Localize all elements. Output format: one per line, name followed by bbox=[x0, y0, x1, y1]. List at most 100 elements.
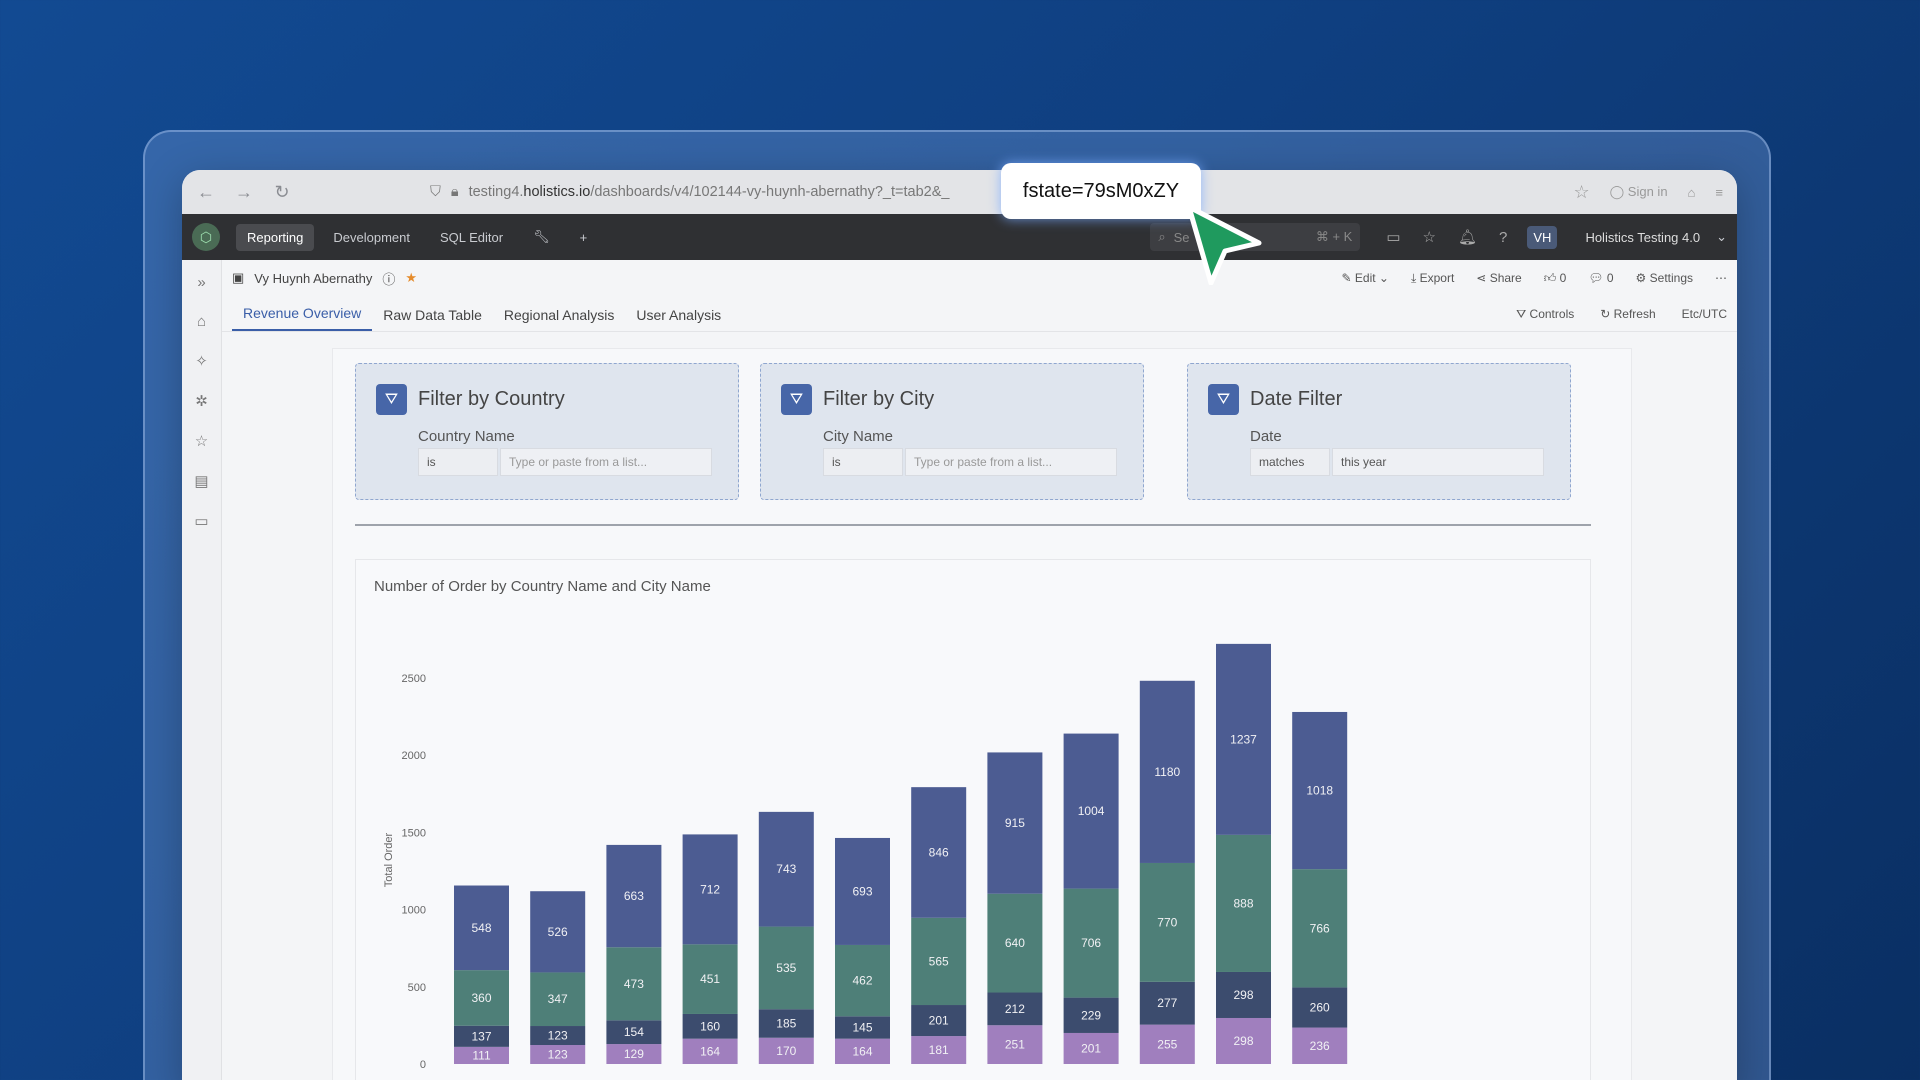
bar-segment bbox=[987, 1025, 1043, 1064]
forward-icon[interactable]: → bbox=[235, 181, 253, 202]
controls-button[interactable]: ⛛ Controls bbox=[1516, 307, 1575, 321]
data-label: 298 bbox=[1233, 988, 1253, 1002]
filter-title: Filter by City bbox=[823, 388, 935, 410]
bar-segment bbox=[530, 1045, 586, 1064]
tab-user-analysis[interactable]: User Analysis bbox=[636, 307, 722, 323]
data-label: 201 bbox=[1081, 1041, 1101, 1055]
reload-icon[interactable]: ↻ bbox=[274, 181, 290, 202]
search-placeholder: Se bbox=[1173, 229, 1190, 245]
bar-segment bbox=[454, 885, 509, 971]
bar-segment bbox=[1292, 869, 1348, 988]
holistics-logo[interactable]: ⬡ bbox=[192, 223, 220, 251]
filter-country[interactable]: ⛛ Filter by Country Country Name is Type… bbox=[355, 363, 739, 500]
add-icon[interactable]: + bbox=[579, 229, 588, 245]
bar-segment bbox=[454, 1046, 509, 1064]
operator-select[interactable]: matches bbox=[1250, 448, 1330, 476]
favorite-star-icon[interactable]: ☆ bbox=[1422, 229, 1436, 246]
chart-card: Number of Order by Country Name and City… bbox=[355, 559, 1591, 1080]
operator-select[interactable]: is bbox=[823, 448, 903, 476]
data-label: 255 bbox=[1157, 1037, 1177, 1051]
value-input[interactable]: Type or paste from a list... bbox=[905, 448, 1117, 476]
y-axis-label: Total Order bbox=[383, 832, 395, 887]
data-label: 347 bbox=[548, 992, 568, 1006]
bar-segment bbox=[1139, 862, 1195, 982]
value-input[interactable]: Type or paste from a list... bbox=[500, 448, 712, 476]
value-input[interactable]: this year bbox=[1332, 448, 1544, 476]
extensions-icon[interactable]: ⌂ bbox=[1687, 184, 1696, 200]
export-button[interactable]: ⤓ Export bbox=[1410, 270, 1455, 285]
star-icon[interactable]: ☆ bbox=[194, 433, 209, 450]
wrench-icon[interactable]: 🔧︎ bbox=[533, 229, 550, 244]
edit-button[interactable]: ✎ Edit ⌄ bbox=[1341, 271, 1389, 285]
cursor-pointer-icon bbox=[1186, 205, 1262, 285]
back-icon[interactable]: ← bbox=[197, 181, 215, 202]
tab-regional-analysis[interactable]: Regional Analysis bbox=[503, 307, 615, 323]
home-icon[interactable]: ⌂ bbox=[196, 313, 207, 330]
nav-development[interactable]: Development bbox=[333, 229, 410, 245]
y-tick-label: 1000 bbox=[402, 905, 426, 917]
bar-segment bbox=[530, 1026, 586, 1046]
data-label: 565 bbox=[929, 954, 949, 968]
filter-icon: ⛛ bbox=[376, 384, 407, 415]
bug-icon[interactable]: ✲ bbox=[195, 393, 208, 410]
data-label: 129 bbox=[624, 1047, 644, 1061]
y-tick-label: 1500 bbox=[402, 827, 426, 839]
favorite-star-icon[interactable]: ★ bbox=[405, 270, 418, 285]
filter-date[interactable]: ⛛ Date Filter Date matches this year bbox=[1187, 363, 1571, 500]
bar-segment bbox=[1216, 643, 1271, 835]
nav-reporting[interactable]: Reporting bbox=[236, 223, 315, 251]
bookmark-star-icon[interactable]: ☆ bbox=[1573, 181, 1590, 202]
lock-icon: 🔒︎ bbox=[450, 184, 459, 200]
data-label: 164 bbox=[700, 1044, 720, 1058]
tab-raw-data-table[interactable]: Raw Data Table bbox=[383, 307, 482, 323]
dashboard-tabs: Revenue Overview Raw Data Table Regional… bbox=[222, 296, 1737, 332]
chat-icon[interactable]: ▭ bbox=[1386, 229, 1401, 246]
chevron-down-icon[interactable]: ⌄ bbox=[1716, 229, 1727, 244]
tab-revenue-overview[interactable]: Revenue Overview bbox=[232, 297, 373, 331]
comment-button[interactable]: 💬︎ 0 bbox=[1588, 271, 1614, 285]
expand-icon[interactable]: » bbox=[197, 274, 206, 291]
org-switcher[interactable]: Holistics Testing 4.0 bbox=[1585, 229, 1701, 245]
like-button[interactable]: 👍︎ 0 bbox=[1543, 270, 1567, 285]
data-label: 766 bbox=[1310, 921, 1330, 935]
y-tick-label: 2500 bbox=[402, 673, 426, 685]
menu-icon[interactable]: ≡ bbox=[1715, 184, 1723, 200]
data-label: 277 bbox=[1157, 996, 1177, 1010]
bar-segment bbox=[1292, 987, 1348, 1028]
share-button[interactable]: ⋖ Share bbox=[1476, 271, 1522, 285]
bar-segment bbox=[911, 787, 967, 918]
operator-select[interactable]: is bbox=[418, 448, 498, 476]
browser-window: ← → ↻ ⛉ 🔒︎ testing4.holistics.io/dashboa… bbox=[182, 170, 1737, 1080]
more-icon[interactable]: ⋯ bbox=[1715, 271, 1727, 285]
filter-label: Country Name bbox=[418, 428, 515, 445]
refresh-button[interactable]: ↻ Refresh bbox=[1600, 307, 1656, 321]
url-domain: holistics.io bbox=[523, 184, 591, 200]
bar-segment bbox=[758, 1037, 814, 1064]
data-label: 170 bbox=[776, 1044, 796, 1058]
bar-segment bbox=[911, 1036, 967, 1064]
data-label: 548 bbox=[471, 921, 491, 935]
bar-segment bbox=[987, 893, 1043, 993]
data-label: 846 bbox=[929, 845, 949, 859]
nav-sql-editor[interactable]: SQL Editor bbox=[439, 229, 504, 245]
bell-icon[interactable]: 🔔︎ bbox=[1457, 229, 1478, 246]
sparkles-icon[interactable]: ✧ bbox=[195, 353, 208, 370]
info-icon[interactable]: ⓘ bbox=[382, 271, 396, 287]
settings-button[interactable]: ⚙ Settings bbox=[1635, 271, 1693, 285]
bar-segment bbox=[682, 1013, 738, 1039]
chart-title: Number of Order by Country Name and City… bbox=[374, 578, 711, 595]
avatar[interactable]: VH bbox=[1527, 225, 1558, 249]
data-label: 229 bbox=[1081, 1008, 1101, 1022]
bar-segment bbox=[1063, 997, 1119, 1033]
sign-in-button[interactable]: ◯ Sign in bbox=[1609, 184, 1668, 199]
filter-city[interactable]: ⛛ Filter by City City Name is Type or pa… bbox=[760, 363, 1144, 500]
data-label: 260 bbox=[1310, 1000, 1330, 1014]
help-icon[interactable]: ? bbox=[1499, 228, 1508, 246]
archive-icon[interactable]: ▤ bbox=[194, 473, 209, 490]
folder-icon[interactable]: ▭ bbox=[194, 513, 209, 530]
timezone-label[interactable]: Etc/UTC bbox=[1681, 307, 1727, 321]
address-field[interactable]: ⛉ 🔒︎ testing4.holistics.io/dashboards/v4… bbox=[430, 184, 1430, 200]
filter-title: Date Filter bbox=[1250, 388, 1343, 410]
bar-segment bbox=[758, 926, 814, 1010]
bar-segment bbox=[1292, 1027, 1348, 1064]
